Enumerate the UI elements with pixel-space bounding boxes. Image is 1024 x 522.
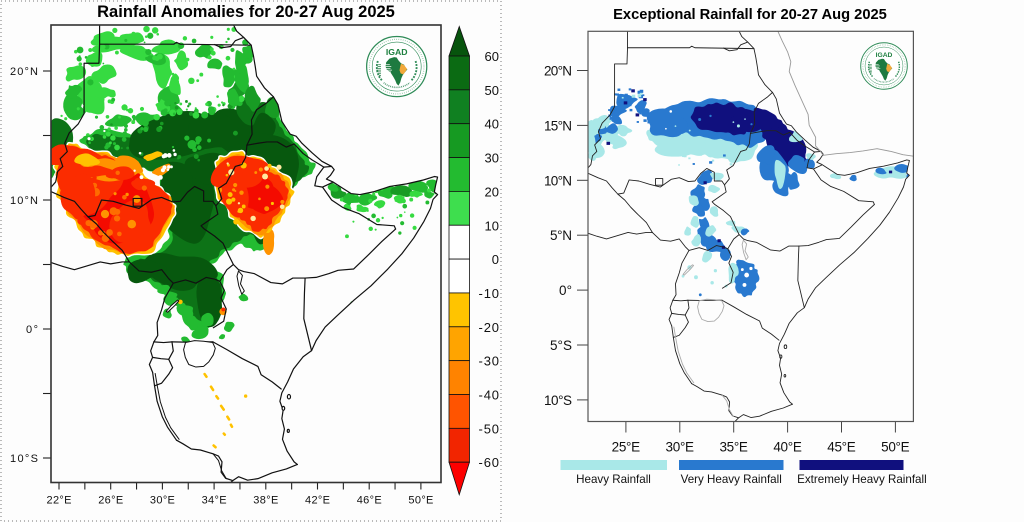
svg-text:IGAD: IGAD	[876, 52, 893, 59]
svg-text:60: 60	[485, 49, 500, 64]
svg-text:20°N: 20°N	[544, 64, 572, 79]
svg-text:IGAD: IGAD	[386, 47, 408, 57]
svg-text:50°E: 50°E	[408, 495, 433, 507]
svg-text:50°E: 50°E	[881, 440, 910, 455]
svg-text:10°S: 10°S	[10, 453, 38, 465]
svg-text:Extremely Heavy Rainfall: Extremely Heavy Rainfall	[797, 473, 927, 486]
svg-text:Heavy Rainfall: Heavy Rainfall	[576, 473, 651, 486]
svg-text:0: 0	[492, 252, 499, 267]
svg-text:46°E: 46°E	[357, 495, 382, 507]
svg-text:10°N: 10°N	[544, 173, 572, 188]
svg-text:-10: -10	[479, 286, 500, 301]
svg-text:22°E: 22°E	[47, 495, 72, 507]
svg-text:35°E: 35°E	[719, 440, 748, 455]
svg-text:Very Heavy Rainfall: Very Heavy Rainfall	[681, 473, 782, 486]
svg-text:-50: -50	[479, 421, 500, 436]
svg-text:10°S: 10°S	[544, 393, 572, 408]
svg-text:30: 30	[485, 151, 500, 166]
svg-text:30°E: 30°E	[150, 495, 175, 507]
svg-text:34°E: 34°E	[202, 495, 227, 507]
svg-text:26°E: 26°E	[98, 495, 123, 507]
svg-text:42°E: 42°E	[305, 495, 330, 507]
svg-text:45°E: 45°E	[827, 440, 856, 455]
svg-text:20: 20	[485, 184, 500, 199]
svg-text:-20: -20	[479, 320, 500, 335]
svg-text:20°N: 20°N	[10, 66, 38, 78]
svg-text:10°N: 10°N	[10, 195, 38, 207]
svg-text:5°N: 5°N	[550, 228, 572, 243]
svg-text:38°E: 38°E	[253, 495, 278, 507]
svg-text:-30: -30	[479, 354, 500, 369]
svg-text:-40: -40	[479, 388, 500, 403]
svg-text:-60: -60	[479, 455, 500, 470]
svg-text:Rainfall Anomalies for 20-27 A: Rainfall Anomalies for 20-27 Aug 2025	[97, 3, 395, 21]
svg-text:5°S: 5°S	[550, 338, 572, 353]
svg-text:25°E: 25°E	[612, 440, 641, 455]
svg-text:50: 50	[485, 83, 500, 98]
svg-text:30°E: 30°E	[666, 440, 695, 455]
svg-text:40: 40	[485, 117, 500, 132]
svg-text:15°N: 15°N	[544, 118, 572, 133]
svg-text:0°: 0°	[26, 324, 38, 336]
svg-text:Exceptional Rainfall for 20-27: Exceptional Rainfall for 20-27 Aug 2025	[613, 7, 887, 23]
svg-text:40°E: 40°E	[773, 440, 802, 455]
svg-text:10: 10	[485, 218, 500, 233]
svg-text:0°: 0°	[559, 283, 572, 298]
